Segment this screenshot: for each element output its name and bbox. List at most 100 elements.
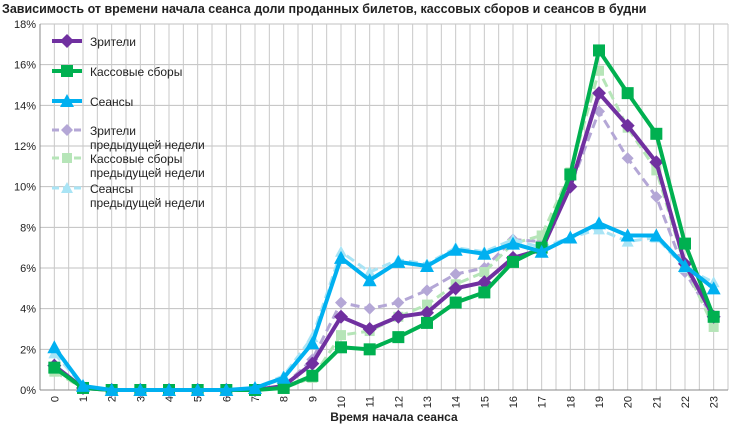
data-point (133, 383, 148, 396)
data-point (707, 310, 720, 323)
data-point (651, 165, 662, 176)
data-point (305, 336, 320, 350)
data-point (708, 321, 719, 332)
data-point (592, 86, 606, 101)
data-point (449, 268, 462, 281)
x-tick-label: 4 (164, 396, 176, 402)
legend-label: Зрители (90, 124, 136, 138)
data-point (649, 228, 664, 242)
legend-item: Зрители (52, 34, 136, 49)
data-point (650, 190, 663, 203)
data-point (536, 230, 547, 241)
x-tick-label: 22 (680, 396, 692, 408)
legend-label: Сеансы (90, 182, 133, 196)
data-point (190, 383, 205, 396)
data-point (363, 302, 376, 315)
legend-item: Кассовые сборы (52, 65, 182, 79)
y-tick-label: 10% (14, 182, 36, 194)
legend-label: Зрители (90, 35, 136, 49)
data-point (104, 383, 119, 396)
x-tick-label: 19 (594, 396, 606, 408)
data-point (421, 316, 433, 329)
data-point (621, 87, 634, 100)
data-point (334, 250, 348, 264)
data-point (706, 281, 721, 295)
data-point (306, 369, 319, 382)
data-point (506, 236, 520, 250)
data-point (564, 168, 577, 181)
data-point (305, 356, 320, 371)
data-point (650, 127, 663, 140)
data-point (48, 361, 61, 374)
x-tick-label: 0 (49, 396, 61, 402)
x-tick-label: 17 (537, 396, 549, 408)
data-point (391, 309, 406, 324)
data-point (362, 322, 377, 336)
x-tick-label: 6 (221, 396, 233, 402)
data-point (336, 330, 346, 341)
y-tick-label: 12% (14, 141, 36, 153)
data-point (334, 309, 348, 324)
data-point (479, 267, 490, 278)
data-point (335, 341, 347, 354)
data-point (61, 124, 73, 136)
data-point (594, 65, 604, 76)
data-point (391, 254, 406, 268)
y-tick-label: 0% (20, 385, 36, 397)
data-point (422, 299, 432, 310)
data-point (392, 296, 405, 309)
x-tick-label: 8 (279, 396, 291, 402)
data-point (248, 380, 262, 394)
y-tick-label: 14% (14, 100, 36, 112)
data-point (507, 255, 519, 268)
data-point (449, 296, 462, 309)
data-point (448, 242, 463, 256)
data-point (478, 286, 491, 299)
data-point (162, 383, 176, 396)
series-2 (47, 216, 721, 396)
x-tick-label: 12 (393, 396, 405, 408)
x-tick-label: 13 (422, 396, 434, 408)
data-point (60, 34, 74, 48)
x-tick-label: 9 (307, 396, 319, 402)
data-point (620, 118, 635, 133)
legend-label-line2: предыдущей недели (90, 196, 205, 210)
x-tick-label: 18 (565, 396, 577, 408)
data-point (61, 182, 73, 193)
legend-label: Кассовые сборы (90, 65, 182, 79)
data-point (621, 152, 634, 165)
legend-item: Сеансы (52, 94, 133, 109)
x-tick-label: 20 (623, 396, 635, 408)
y-tick-label: 16% (14, 60, 36, 72)
data-point (679, 237, 691, 250)
data-point (421, 284, 433, 297)
x-tick-label: 1 (78, 396, 90, 402)
data-point (60, 94, 74, 107)
x-tick-label: 10 (336, 396, 348, 408)
data-point (448, 281, 463, 296)
data-point (534, 244, 549, 258)
data-point (563, 230, 578, 244)
x-tick-label: 3 (135, 396, 147, 402)
data-point (477, 275, 492, 290)
legend-label-line2: предыдущей недели (90, 138, 205, 152)
data-point (276, 370, 291, 384)
y-tick-label: 4% (20, 304, 36, 316)
data-point (62, 153, 72, 163)
y-tick-label: 2% (20, 344, 36, 356)
x-tick-label: 23 (709, 396, 721, 408)
x-tick-label: 15 (479, 396, 491, 408)
data-point (363, 266, 376, 278)
data-point (335, 296, 347, 309)
series-line (53, 227, 715, 392)
x-tick-label: 5 (193, 396, 205, 402)
x-tick-label: 7 (250, 396, 262, 402)
data-point (47, 340, 62, 354)
data-point (363, 343, 376, 356)
